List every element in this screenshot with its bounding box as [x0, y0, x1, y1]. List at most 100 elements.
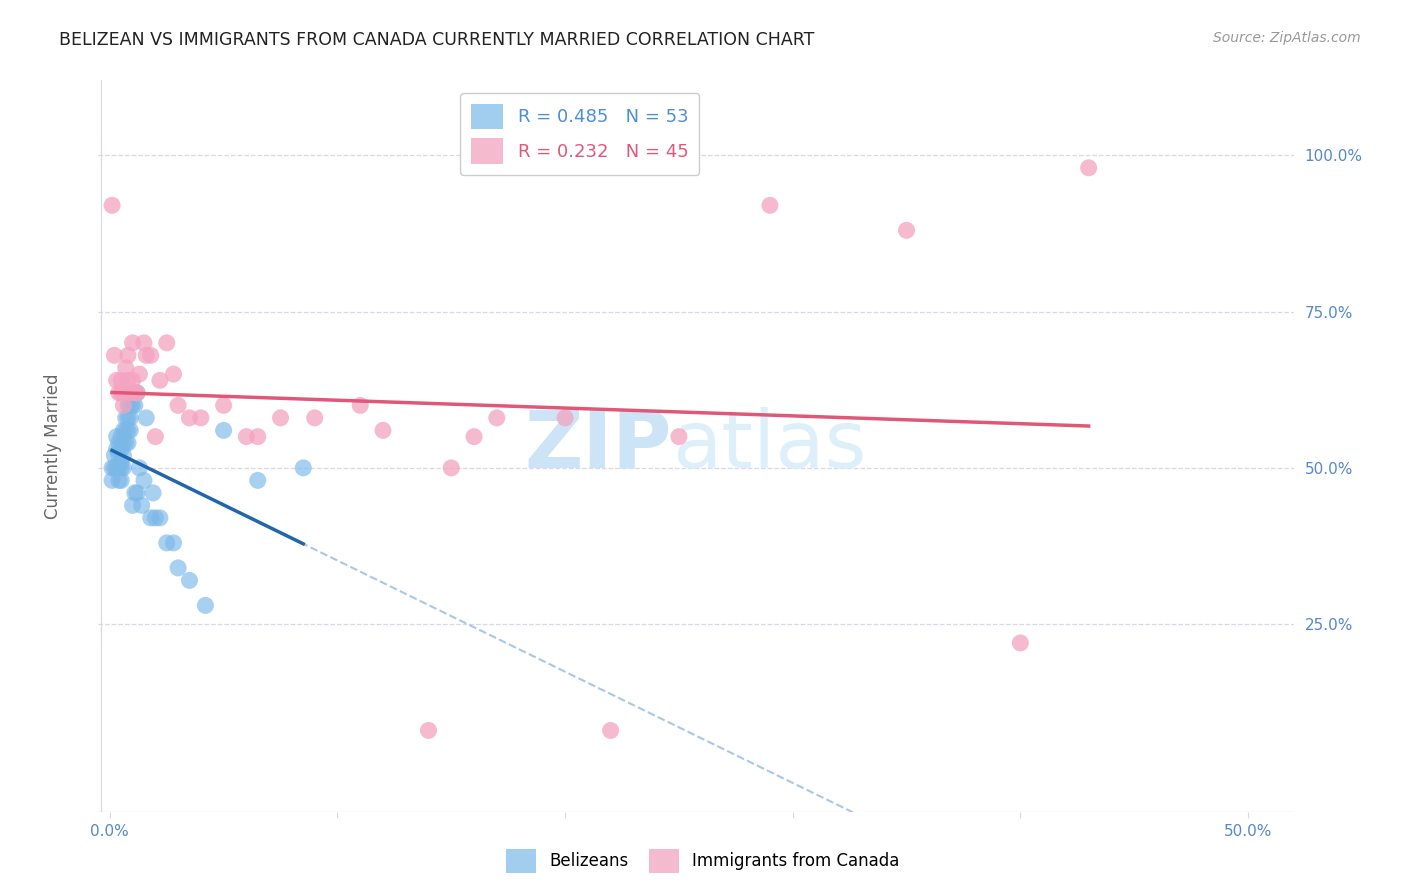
Point: [110, 385, 132, 400]
Point: [108, 461, 131, 475]
Point: [105, 429, 128, 443]
Point: [120, 423, 142, 437]
Legend: R = 0.485   N = 53, R = 0.232   N = 45: R = 0.485 N = 53, R = 0.232 N = 45: [460, 93, 699, 175]
Point: [112, 435, 135, 450]
Point: [167, 398, 190, 412]
Point: [132, 335, 155, 350]
Point: [235, 429, 257, 443]
Point: [896, 223, 918, 237]
Point: [304, 410, 326, 425]
Point: [110, 461, 132, 475]
Point: [135, 410, 157, 425]
Point: [127, 486, 149, 500]
Point: [135, 348, 157, 362]
Point: [179, 410, 201, 425]
Point: [599, 723, 621, 738]
Point: [212, 398, 235, 412]
Point: [110, 442, 132, 457]
Point: [128, 461, 150, 475]
Point: [101, 461, 124, 475]
Point: [103, 449, 125, 463]
Point: [121, 373, 143, 387]
Point: [112, 385, 135, 400]
Point: [190, 410, 212, 425]
Point: [121, 398, 143, 412]
Point: [108, 385, 131, 400]
Point: [121, 335, 143, 350]
Point: [120, 410, 142, 425]
Point: [162, 536, 184, 550]
Point: [246, 474, 269, 488]
Point: [101, 474, 124, 488]
Point: [156, 335, 179, 350]
Point: [108, 435, 131, 450]
Point: [194, 599, 217, 613]
Point: [105, 461, 128, 475]
Point: [668, 429, 690, 443]
Point: [142, 486, 165, 500]
Point: [112, 449, 135, 463]
Point: [112, 423, 135, 437]
Point: [110, 455, 132, 469]
Point: [1077, 161, 1099, 175]
Point: [110, 474, 132, 488]
Point: [270, 410, 292, 425]
Point: [139, 511, 162, 525]
Point: [105, 373, 128, 387]
Point: [179, 574, 201, 588]
Point: [485, 410, 508, 425]
Point: [114, 410, 136, 425]
Point: [167, 561, 190, 575]
Point: [105, 442, 128, 457]
Point: [124, 486, 146, 500]
Point: [114, 360, 136, 375]
Text: Currently Married: Currently Married: [45, 373, 62, 519]
Text: ZIP: ZIP: [524, 407, 672, 485]
Point: [440, 461, 463, 475]
Point: [554, 410, 576, 425]
Point: [162, 367, 184, 381]
Point: [121, 499, 143, 513]
Point: [110, 429, 132, 443]
Point: [120, 398, 142, 412]
Point: [212, 423, 235, 437]
Point: [101, 198, 124, 212]
Point: [112, 461, 135, 475]
Point: [121, 385, 143, 400]
Point: [292, 461, 315, 475]
Point: [103, 348, 125, 362]
Point: [108, 449, 131, 463]
Point: [128, 367, 150, 381]
Point: [117, 423, 139, 437]
Legend: Belizeans, Immigrants from Canada: Belizeans, Immigrants from Canada: [499, 842, 907, 880]
Point: [114, 435, 136, 450]
Point: [127, 385, 149, 400]
Point: [103, 461, 125, 475]
Point: [114, 423, 136, 437]
Point: [112, 398, 135, 412]
Point: [149, 511, 172, 525]
Point: [131, 499, 153, 513]
Point: [108, 474, 131, 488]
Point: [143, 511, 166, 525]
Point: [117, 348, 139, 362]
Text: Source: ZipAtlas.com: Source: ZipAtlas.com: [1213, 31, 1361, 45]
Point: [759, 198, 782, 212]
Point: [117, 410, 139, 425]
Point: [1010, 636, 1032, 650]
Point: [418, 723, 440, 738]
Point: [371, 423, 394, 437]
Point: [127, 385, 149, 400]
Point: [246, 429, 269, 443]
Point: [156, 536, 179, 550]
Point: [124, 398, 146, 412]
Point: [120, 385, 142, 400]
Text: atlas: atlas: [672, 407, 866, 485]
Point: [349, 398, 371, 412]
Point: [117, 435, 139, 450]
Point: [132, 474, 155, 488]
Point: [117, 373, 139, 387]
Point: [149, 373, 172, 387]
Point: [124, 385, 146, 400]
Point: [117, 398, 139, 412]
